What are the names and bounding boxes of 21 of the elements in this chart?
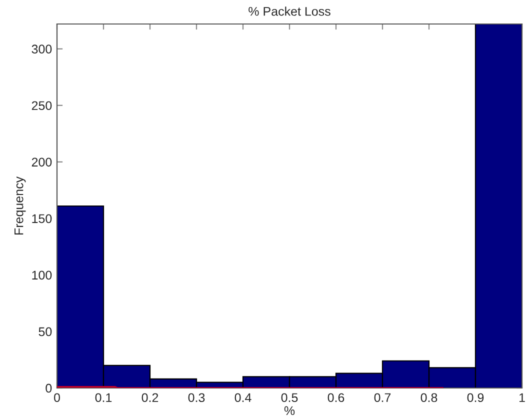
chart-title: % Packet Loss	[248, 6, 330, 16]
y-tick-label: 150	[32, 214, 52, 224]
x-tick-label: 0.1	[95, 393, 112, 402]
x-tick-label: 1	[519, 393, 525, 402]
y-tick-label: 300	[32, 44, 52, 54]
x-tick-label: 0.3	[188, 393, 205, 402]
x-tick-label: 0.8	[420, 393, 438, 402]
y-tick-label: 50	[38, 327, 52, 336]
x-tick-label: 0.7	[374, 393, 391, 402]
x-tick-label: 0.2	[142, 393, 158, 402]
y-tick-label: 250	[32, 101, 52, 110]
y-tick-label: 200	[32, 158, 52, 167]
y-axis-title: Frequency	[14, 176, 26, 234]
x-tick-label: 0.5	[281, 393, 298, 402]
x-tick-label: 0.6	[328, 393, 344, 402]
y-tick-label: 100	[32, 270, 52, 280]
x-tick-label: 0.4	[234, 393, 252, 402]
y-tick-label: 0	[46, 384, 52, 393]
x-tick-label: 0	[54, 393, 60, 402]
x-tick-label: 0.9	[467, 393, 484, 402]
x-axis-title: %	[284, 406, 295, 416]
